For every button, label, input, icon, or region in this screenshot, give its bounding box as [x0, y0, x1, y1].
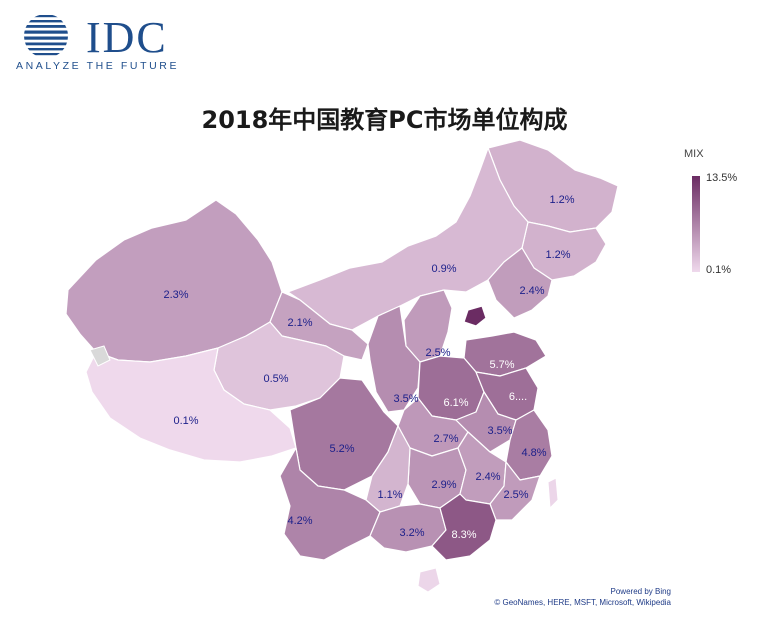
- map-legend: MIX 13.5% 0.1%: [672, 148, 762, 288]
- region-label: 3.5%: [393, 393, 418, 405]
- region-beijing: [463, 305, 487, 327]
- logo-tagline: ANALYZE THE FUTURE: [16, 60, 180, 72]
- region-label: 1.1%: [377, 489, 402, 501]
- map-title: 2018年中国教育PC市场单位构成: [201, 106, 568, 134]
- region-label: 5.2%: [329, 443, 354, 455]
- region-label: 0.5%: [263, 373, 288, 385]
- region-liaoning: [487, 247, 553, 319]
- region-yunnan: [279, 447, 381, 561]
- idc-globe-icon: [24, 15, 68, 56]
- region-label: 4.8%: [521, 447, 546, 459]
- region-label: 8.3%: [451, 529, 476, 541]
- region-fujian: [489, 461, 541, 521]
- legend-gradient-bar: [692, 176, 700, 272]
- legend-title: MIX: [684, 148, 704, 160]
- logo-wordmark: IDC: [86, 13, 168, 62]
- legend-max-label: 13.5%: [706, 172, 738, 184]
- region-label: 1.2%: [549, 194, 574, 206]
- region-label: 2.3%: [163, 289, 188, 301]
- region-label: 6.1%: [443, 397, 468, 409]
- region-label: 5.7%: [489, 359, 514, 371]
- region-label: 2.7%: [433, 433, 458, 445]
- region-label: 2.9%: [431, 479, 456, 491]
- idc-logo: IDC ANALYZE THE FUTURE: [14, 12, 214, 74]
- region-label: 1.2%: [545, 249, 570, 261]
- region-label: 3.5%: [487, 425, 512, 437]
- powered-by-text: Powered by Bing: [610, 587, 671, 596]
- region-label: 4.2%: [287, 515, 312, 527]
- region-hainan: [417, 567, 441, 593]
- region-label: 6....: [509, 391, 527, 403]
- region-label: 0.1%: [173, 415, 198, 427]
- region-label: 2.5%: [425, 347, 450, 359]
- region-tibet: [85, 347, 297, 463]
- region-label: 0.9%: [431, 263, 456, 275]
- region-label: 2.5%: [503, 489, 528, 501]
- attribution-text: © GeoNames, HERE, MSFT, Microsoft, Wikip…: [494, 598, 671, 607]
- region-inner-mongolia: [287, 147, 529, 331]
- region-label: 2....: [461, 329, 479, 341]
- region-label: 3.2%: [399, 527, 424, 539]
- region-label: 2.4%: [519, 285, 544, 297]
- region-grey: [89, 345, 111, 367]
- region-label: 2.1%: [287, 317, 312, 329]
- map-credits: Powered by Bing © GeoNames, HERE, MSFT, …: [494, 586, 671, 608]
- region-label: 2.4%: [475, 471, 500, 483]
- region-taiwan: [547, 477, 559, 510]
- region-guangdong: [431, 493, 497, 561]
- legend-min-label: 0.1%: [706, 264, 732, 276]
